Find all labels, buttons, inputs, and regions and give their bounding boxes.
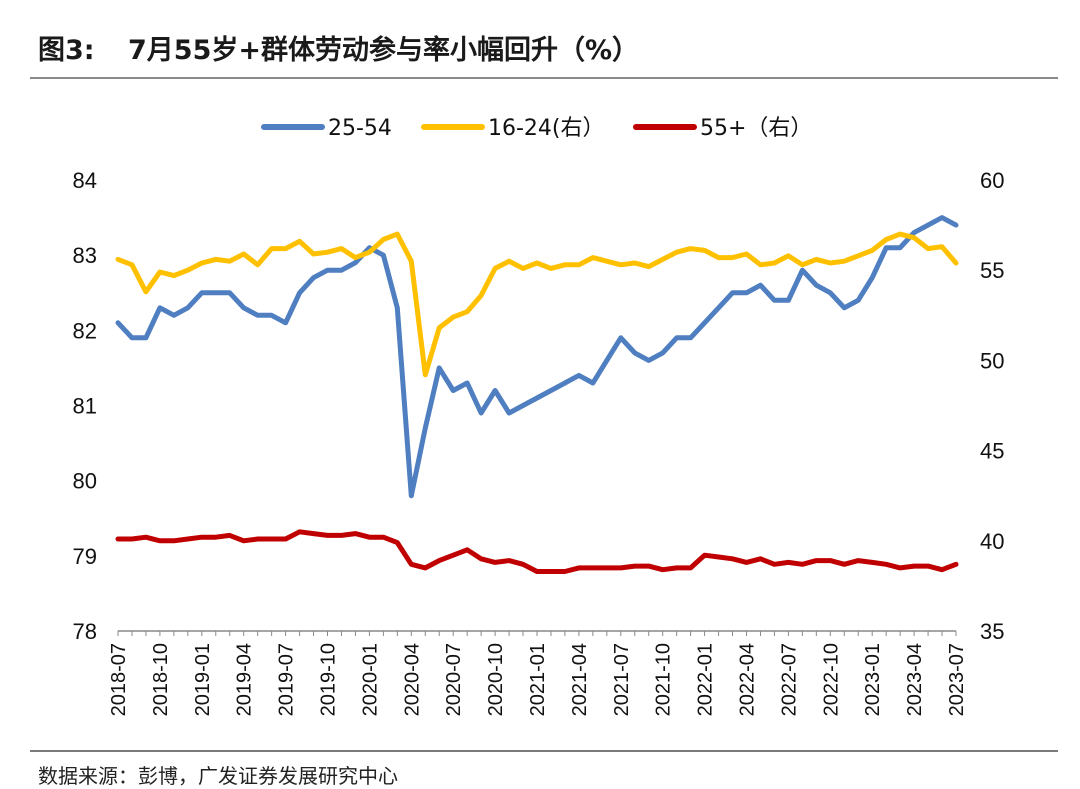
- y-left-tick-label: 83: [73, 243, 97, 268]
- x-tick-label: 2020-04: [401, 643, 423, 716]
- x-tick-label: 2022-04: [737, 643, 759, 716]
- y-right-tick-label: 45: [980, 439, 1004, 464]
- x-tick-label: 2020-01: [359, 643, 381, 716]
- top-divider: [30, 77, 1058, 79]
- x-tick-label: 2021-01: [527, 643, 549, 716]
- y-left-tick-label: 78: [73, 619, 97, 644]
- y-right-tick-label: 35: [980, 619, 1004, 644]
- chart-axes: 2018-07 2018-10 2019-01 2019-04 2019-07 2019-…: [73, 168, 1005, 716]
- bottom-divider: [30, 750, 1058, 752]
- x-tick-label: 2020-07: [443, 643, 465, 716]
- x-tick-label: 2023-01: [862, 643, 884, 716]
- x-tick-label: 2023-07: [946, 643, 968, 716]
- x-tick-label: 2019-07: [276, 643, 298, 716]
- figure-label: 图3:: [38, 35, 95, 66]
- series-line-3: [115, 529, 959, 574]
- x-tick-label: 2022-01: [695, 643, 717, 716]
- legend-label-2: 16-24(右）: [488, 116, 605, 141]
- x-tick-label: 2021-04: [569, 643, 591, 716]
- y-left-tick-label: 80: [73, 469, 97, 494]
- series-line-2: [115, 231, 959, 378]
- x-tick-label: 2021-07: [611, 643, 633, 716]
- y-left-tick-label: 84: [73, 168, 97, 193]
- y-right-tick-label: 60: [980, 168, 1004, 193]
- x-tick-label: 2022-10: [820, 643, 842, 716]
- legend-label-3: 55+（右）: [700, 116, 812, 141]
- x-tick-label: 2021-10: [653, 643, 675, 716]
- chart-legend: 25-54 16-24(右） 55+（右）: [261, 116, 812, 141]
- y-right-tick-label: 40: [980, 529, 1004, 554]
- y-left-tick-label: 79: [73, 544, 97, 569]
- x-tick-label: 2018-10: [150, 643, 172, 716]
- x-tick-label: 2020-10: [485, 643, 507, 716]
- x-tick-label: 2019-01: [192, 643, 214, 716]
- figure-header: 图3: 7月55岁+群体劳动参与率小幅回升（%）: [0, 0, 1080, 78]
- y-right-tick-label: 55: [980, 258, 1004, 283]
- series-line-1: [115, 215, 959, 499]
- x-tick-label: 2019-04: [234, 643, 256, 716]
- y-left-tick-label: 82: [73, 318, 97, 343]
- x-tick-label: 2022-07: [778, 643, 800, 716]
- x-tick-label: 2019-10: [318, 643, 340, 716]
- x-tick-label: 2023-04: [904, 643, 926, 716]
- source-note: 数据来源：彭博，广发证券发展研究中心: [38, 764, 398, 788]
- chart-series: [115, 215, 959, 574]
- x-tick-label: 2018-07: [108, 643, 130, 716]
- y-left-tick-label: 81: [73, 394, 97, 419]
- legend-label-1: 25-54: [328, 116, 392, 141]
- y-right-tick-label: 50: [980, 348, 1004, 373]
- chart-title: 7月55岁+群体劳动参与率小幅回升（%）: [128, 35, 640, 66]
